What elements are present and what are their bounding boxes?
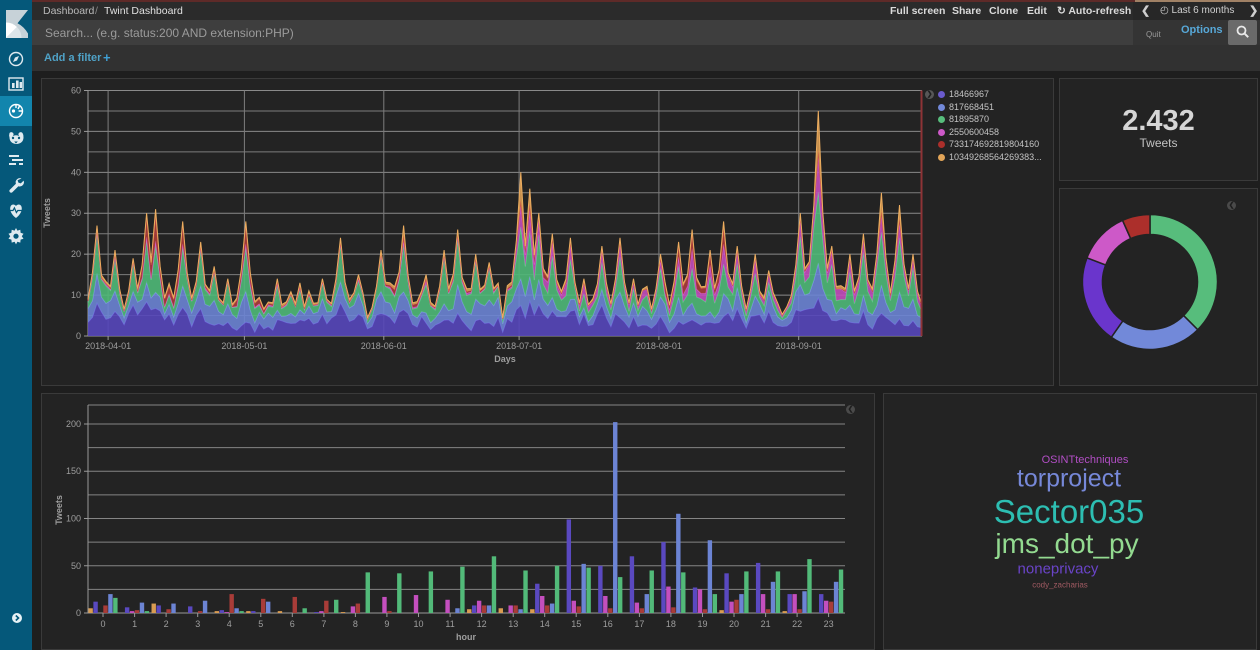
svg-text:8: 8 [353, 619, 358, 629]
svg-text:2: 2 [164, 619, 169, 629]
svg-text:2018-05-01: 2018-05-01 [221, 341, 267, 351]
svg-text:12: 12 [477, 619, 487, 629]
svg-text:Days: Days [494, 354, 516, 364]
svg-text:19: 19 [697, 619, 707, 629]
svg-text:0: 0 [100, 619, 105, 629]
svg-text:3: 3 [195, 619, 200, 629]
svg-text:13: 13 [508, 619, 518, 629]
svg-text:150: 150 [66, 466, 81, 476]
svg-text:22: 22 [792, 619, 802, 629]
svg-text:20: 20 [71, 249, 81, 259]
svg-text:11: 11 [445, 619, 454, 629]
svg-text:200: 200 [66, 419, 81, 429]
svg-text:15: 15 [571, 619, 581, 629]
svg-text:50: 50 [71, 561, 81, 571]
svg-text:10: 10 [71, 290, 81, 300]
svg-text:16: 16 [603, 619, 613, 629]
svg-text:100: 100 [66, 514, 81, 524]
svg-text:hour: hour [456, 632, 476, 642]
svg-text:17: 17 [634, 619, 644, 629]
svg-text:10: 10 [413, 619, 423, 629]
svg-text:20: 20 [729, 619, 739, 629]
svg-text:18: 18 [666, 619, 676, 629]
svg-text:5: 5 [258, 619, 263, 629]
svg-text:2018-09-01: 2018-09-01 [776, 341, 822, 351]
svg-text:2018-08-01: 2018-08-01 [636, 341, 682, 351]
svg-text:0: 0 [76, 331, 81, 341]
svg-text:7: 7 [321, 619, 326, 629]
svg-text:4: 4 [227, 619, 232, 629]
svg-text:14: 14 [540, 619, 550, 629]
svg-text:23: 23 [824, 619, 834, 629]
svg-text:9: 9 [384, 619, 389, 629]
svg-text:2018-06-01: 2018-06-01 [361, 341, 407, 351]
svg-text:Tweets: Tweets [42, 198, 52, 228]
svg-text:0: 0 [76, 608, 81, 618]
svg-text:40: 40 [71, 167, 81, 177]
svg-text:1: 1 [132, 619, 137, 629]
svg-text:21: 21 [761, 619, 771, 629]
svg-text:50: 50 [71, 126, 81, 136]
svg-text:6: 6 [290, 619, 295, 629]
svg-text:30: 30 [71, 208, 81, 218]
svg-text:60: 60 [71, 86, 81, 96]
svg-text:2018-07-01: 2018-07-01 [496, 341, 542, 351]
svg-text:Tweets: Tweets [54, 495, 64, 525]
svg-text:2018-04-01: 2018-04-01 [85, 341, 131, 351]
